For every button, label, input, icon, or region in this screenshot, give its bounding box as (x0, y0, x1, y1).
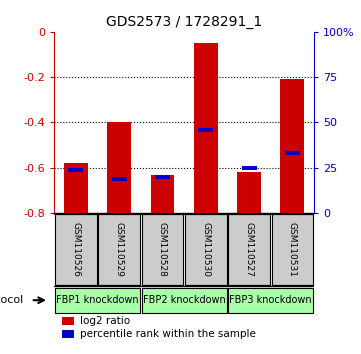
FancyBboxPatch shape (55, 214, 97, 285)
Bar (194, 43, 218, 213)
FancyBboxPatch shape (55, 287, 140, 313)
Bar (242, 166, 257, 170)
Bar (237, 172, 261, 213)
FancyBboxPatch shape (185, 214, 227, 285)
Text: GSM110526: GSM110526 (71, 222, 80, 277)
Text: protocol: protocol (0, 295, 23, 305)
Text: log2 ratio: log2 ratio (80, 316, 130, 326)
Bar (112, 177, 127, 181)
Bar (155, 175, 170, 179)
FancyBboxPatch shape (98, 214, 140, 285)
Bar (62, 330, 74, 338)
Bar (151, 175, 174, 213)
Text: FBP1 knockdown: FBP1 knockdown (56, 295, 139, 305)
Bar (107, 122, 131, 213)
Bar (280, 79, 304, 213)
FancyBboxPatch shape (271, 214, 313, 285)
FancyBboxPatch shape (142, 287, 227, 313)
Bar (64, 163, 88, 213)
Text: GSM110530: GSM110530 (201, 222, 210, 277)
Bar (62, 318, 74, 325)
FancyBboxPatch shape (142, 214, 183, 285)
Title: GDS2573 / 1728291_1: GDS2573 / 1728291_1 (106, 16, 262, 29)
Text: GSM110528: GSM110528 (158, 222, 167, 277)
Text: GSM110531: GSM110531 (288, 222, 297, 277)
Bar (198, 128, 213, 132)
FancyBboxPatch shape (228, 214, 270, 285)
FancyBboxPatch shape (228, 287, 313, 313)
Text: GSM110529: GSM110529 (115, 222, 123, 277)
Text: percentile rank within the sample: percentile rank within the sample (80, 329, 256, 339)
Text: FBP3 knockdown: FBP3 knockdown (230, 295, 312, 305)
Bar (285, 151, 300, 155)
Text: GSM110527: GSM110527 (245, 222, 253, 277)
Bar (68, 167, 83, 172)
Text: FBP2 knockdown: FBP2 knockdown (143, 295, 226, 305)
